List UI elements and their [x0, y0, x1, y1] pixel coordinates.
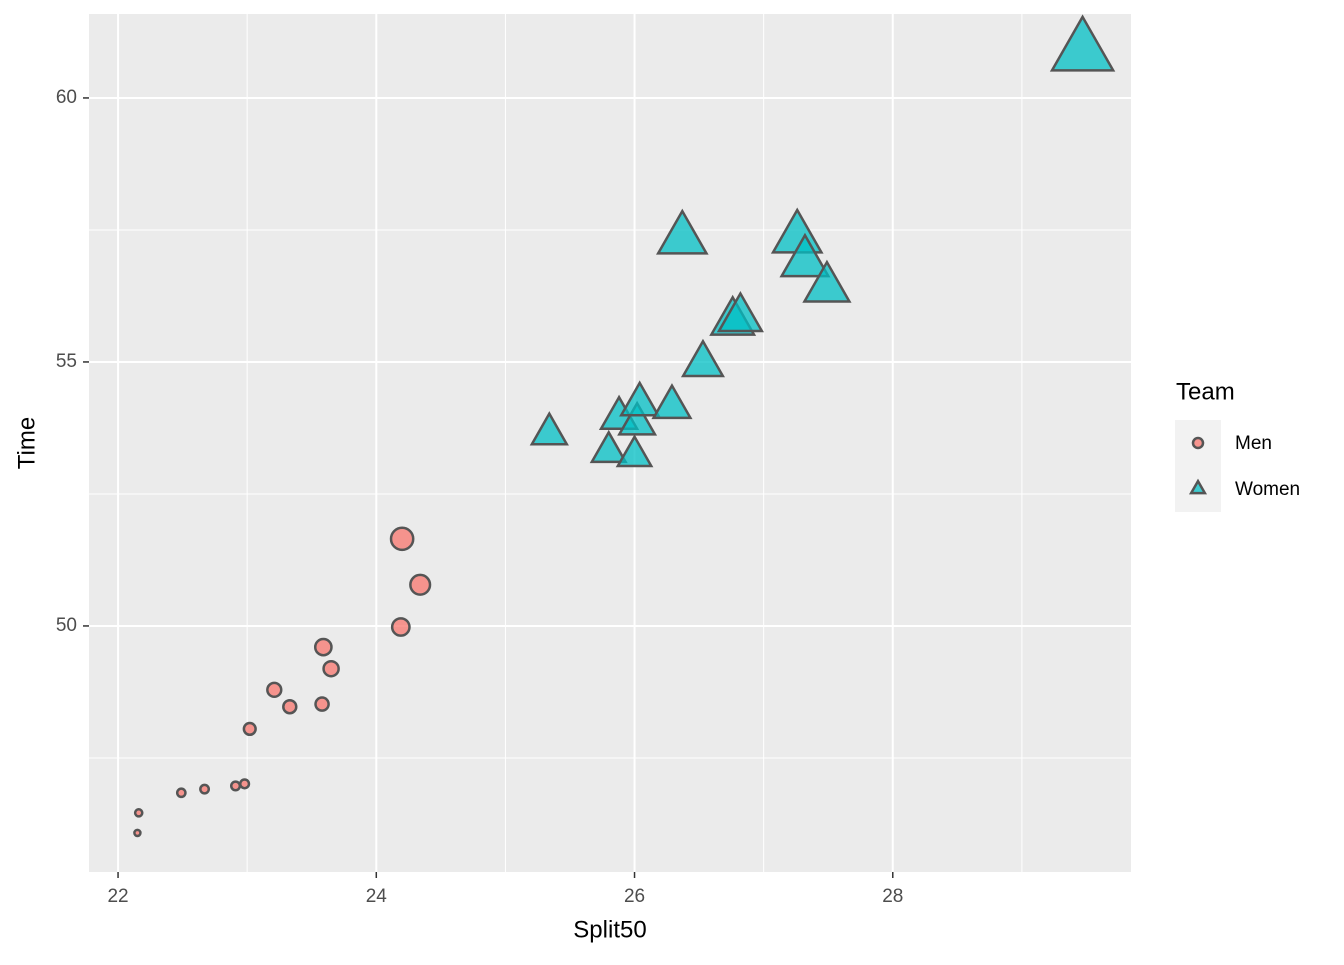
- legend-marker: [1191, 436, 1205, 450]
- x-tick-label: 24: [366, 886, 388, 907]
- x-tick-label: 22: [107, 886, 128, 907]
- circle-point: [282, 699, 298, 715]
- circle-point: [133, 828, 142, 838]
- triangle-point: [680, 338, 725, 378]
- circle-point: [389, 526, 415, 552]
- legend: Men Women: [1175, 420, 1300, 512]
- triangle-point: [716, 290, 765, 333]
- circle-point: [313, 637, 333, 657]
- circle-point: [266, 681, 283, 699]
- circle-point: [133, 808, 144, 818]
- circle-point: [409, 573, 432, 596]
- y-tick-label: 50: [56, 615, 77, 636]
- triangle-point: [617, 400, 658, 436]
- circle-point: [175, 787, 187, 799]
- triangle-point: [589, 429, 628, 464]
- triangle-point: [615, 434, 654, 468]
- triangle-point: [655, 208, 709, 255]
- legend-label: Women: [1235, 479, 1300, 500]
- triangle-point: [779, 232, 831, 278]
- legend-title: Team: [1176, 378, 1235, 405]
- circle-point: [314, 696, 330, 712]
- circle-point: [229, 780, 242, 792]
- x-tick-label: 28: [882, 886, 903, 907]
- triangle-point: [529, 411, 569, 446]
- y-tick-label: 60: [56, 87, 77, 108]
- triangle-point: [1049, 14, 1116, 72]
- circle-point: [390, 617, 411, 637]
- circle-point: [199, 783, 211, 795]
- circle-point: [242, 721, 257, 737]
- points: [133, 14, 1116, 838]
- circle-point: [322, 659, 340, 678]
- y-tick-label: 55: [56, 351, 77, 372]
- y-axis-title: Time: [13, 417, 40, 469]
- x-tick-label: 26: [624, 886, 645, 907]
- legend-marker: [1188, 478, 1208, 495]
- triangle-point: [619, 380, 661, 417]
- triangle-point: [802, 259, 852, 303]
- circle-point: [238, 778, 251, 790]
- legend-label: Men: [1235, 433, 1272, 454]
- x-axis-title: Split50: [573, 916, 646, 943]
- triangle-point: [651, 383, 693, 420]
